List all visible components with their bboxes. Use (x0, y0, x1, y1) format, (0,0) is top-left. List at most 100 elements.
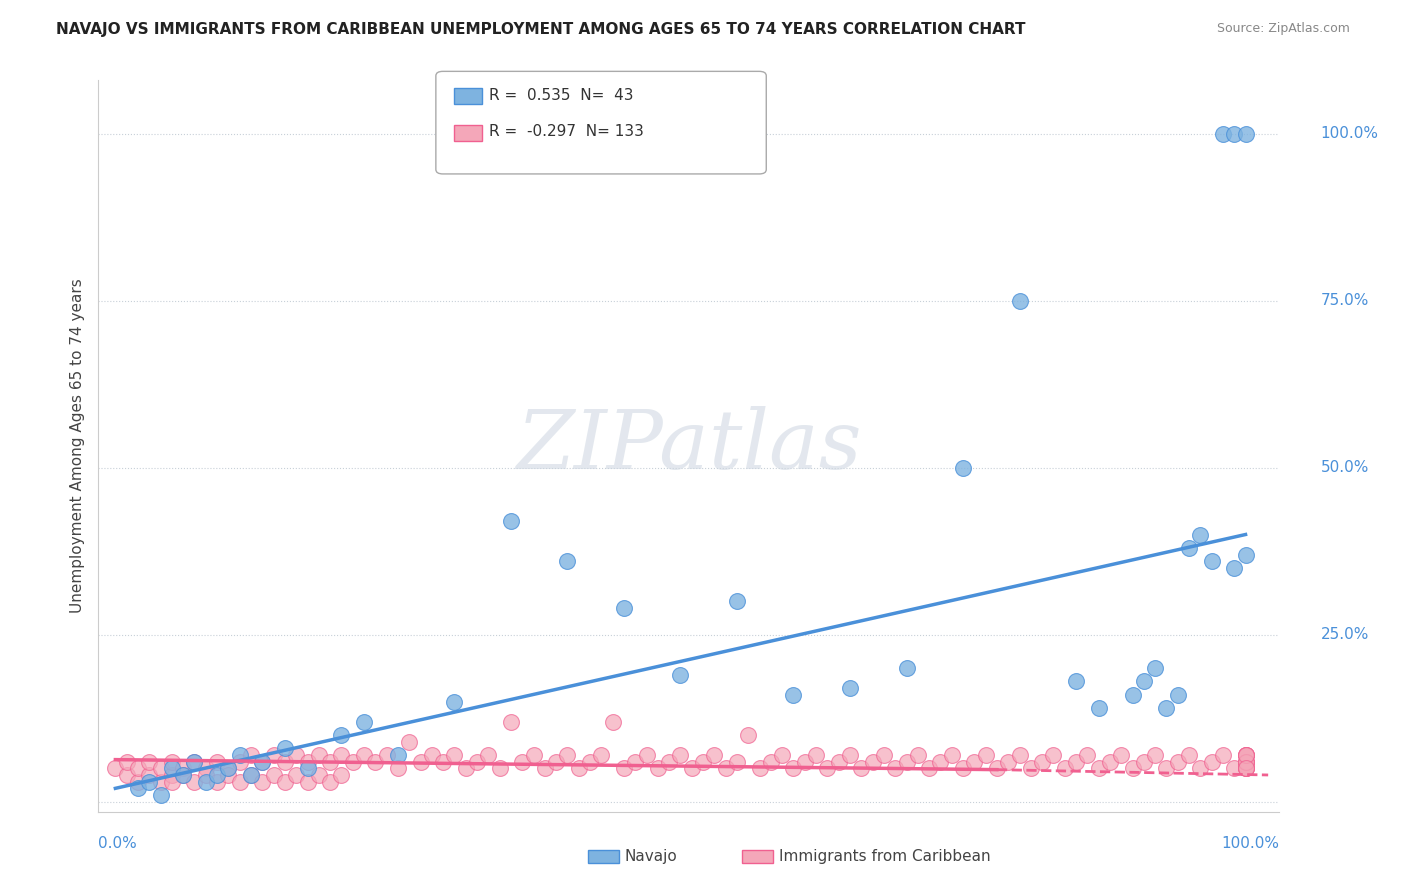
Point (160, 755, 183, 769)
Point (115, 768, 138, 782)
Point (1201, 755, 1223, 769)
Point (1042, 747, 1064, 762)
Point (896, 661, 918, 675)
Point (398, 734, 420, 748)
Point (263, 747, 285, 762)
Point (499, 514, 522, 528)
Point (274, 755, 297, 769)
Point (1122, 688, 1144, 702)
Point (330, 747, 353, 762)
Point (1234, 127, 1257, 141)
Point (815, 761, 838, 775)
Point (1234, 747, 1257, 762)
Y-axis label: Unemployment Among Ages 65 to 74 years: Unemployment Among Ages 65 to 74 years (69, 278, 84, 614)
Point (149, 774, 172, 789)
Point (725, 755, 748, 769)
Point (1234, 747, 1257, 762)
Point (658, 755, 681, 769)
Point (1234, 761, 1257, 775)
Point (1223, 127, 1246, 141)
Point (183, 755, 205, 769)
Point (737, 728, 759, 742)
Point (420, 747, 443, 762)
Point (252, 755, 274, 769)
Point (636, 747, 658, 762)
Point (217, 761, 239, 775)
Point (1223, 561, 1246, 575)
Point (1167, 755, 1189, 769)
Text: Source: ZipAtlas.com: Source: ZipAtlas.com (1216, 22, 1350, 36)
Point (1234, 755, 1257, 769)
Point (1223, 761, 1246, 775)
Point (274, 774, 297, 789)
Point (194, 768, 217, 782)
Point (557, 747, 579, 762)
Point (240, 768, 263, 782)
Point (1053, 761, 1076, 775)
Point (714, 761, 737, 775)
Point (534, 761, 557, 775)
Point (149, 788, 172, 802)
Point (160, 774, 183, 789)
Point (1234, 761, 1257, 775)
Point (896, 755, 918, 769)
Point (1133, 755, 1156, 769)
Point (1019, 761, 1042, 775)
Point (692, 755, 714, 769)
Point (465, 755, 488, 769)
Point (217, 768, 239, 782)
Point (205, 768, 228, 782)
Point (624, 755, 647, 769)
Point (297, 761, 319, 775)
Point (557, 554, 579, 568)
Point (1189, 761, 1212, 775)
Point (252, 774, 274, 789)
Point (342, 755, 364, 769)
Point (205, 755, 228, 769)
Text: Immigrants from Caribbean: Immigrants from Caribbean (779, 849, 991, 863)
Point (647, 761, 669, 775)
Point (297, 755, 319, 769)
Point (941, 747, 963, 762)
Point (183, 774, 205, 789)
Text: 0.0%: 0.0% (98, 836, 138, 851)
Point (873, 747, 896, 762)
Point (172, 768, 194, 782)
Point (319, 774, 342, 789)
Point (330, 728, 353, 742)
Point (1109, 747, 1132, 762)
Point (183, 755, 205, 769)
Point (568, 761, 591, 775)
Text: 100.0%: 100.0% (1320, 127, 1379, 141)
Point (782, 761, 804, 775)
Point (477, 747, 499, 762)
Point (194, 761, 217, 775)
Point (1064, 755, 1087, 769)
Point (1201, 554, 1223, 568)
Point (602, 714, 624, 729)
Point (228, 747, 250, 762)
Point (353, 714, 375, 729)
Point (443, 694, 465, 708)
Point (330, 768, 353, 782)
Point (353, 747, 375, 762)
Point (488, 761, 510, 775)
Point (1156, 761, 1178, 775)
Point (510, 755, 533, 769)
Point (274, 741, 297, 756)
Point (1189, 527, 1212, 541)
Point (127, 781, 149, 796)
Point (1234, 747, 1257, 762)
Point (387, 747, 409, 762)
Point (613, 601, 636, 615)
Point (454, 761, 477, 775)
Point (770, 747, 793, 762)
Text: 50.0%: 50.0% (1320, 460, 1369, 475)
Point (217, 761, 239, 775)
Point (669, 667, 692, 681)
Point (409, 755, 432, 769)
Point (364, 755, 387, 769)
Point (884, 761, 907, 775)
Point (499, 714, 522, 729)
Point (782, 688, 804, 702)
